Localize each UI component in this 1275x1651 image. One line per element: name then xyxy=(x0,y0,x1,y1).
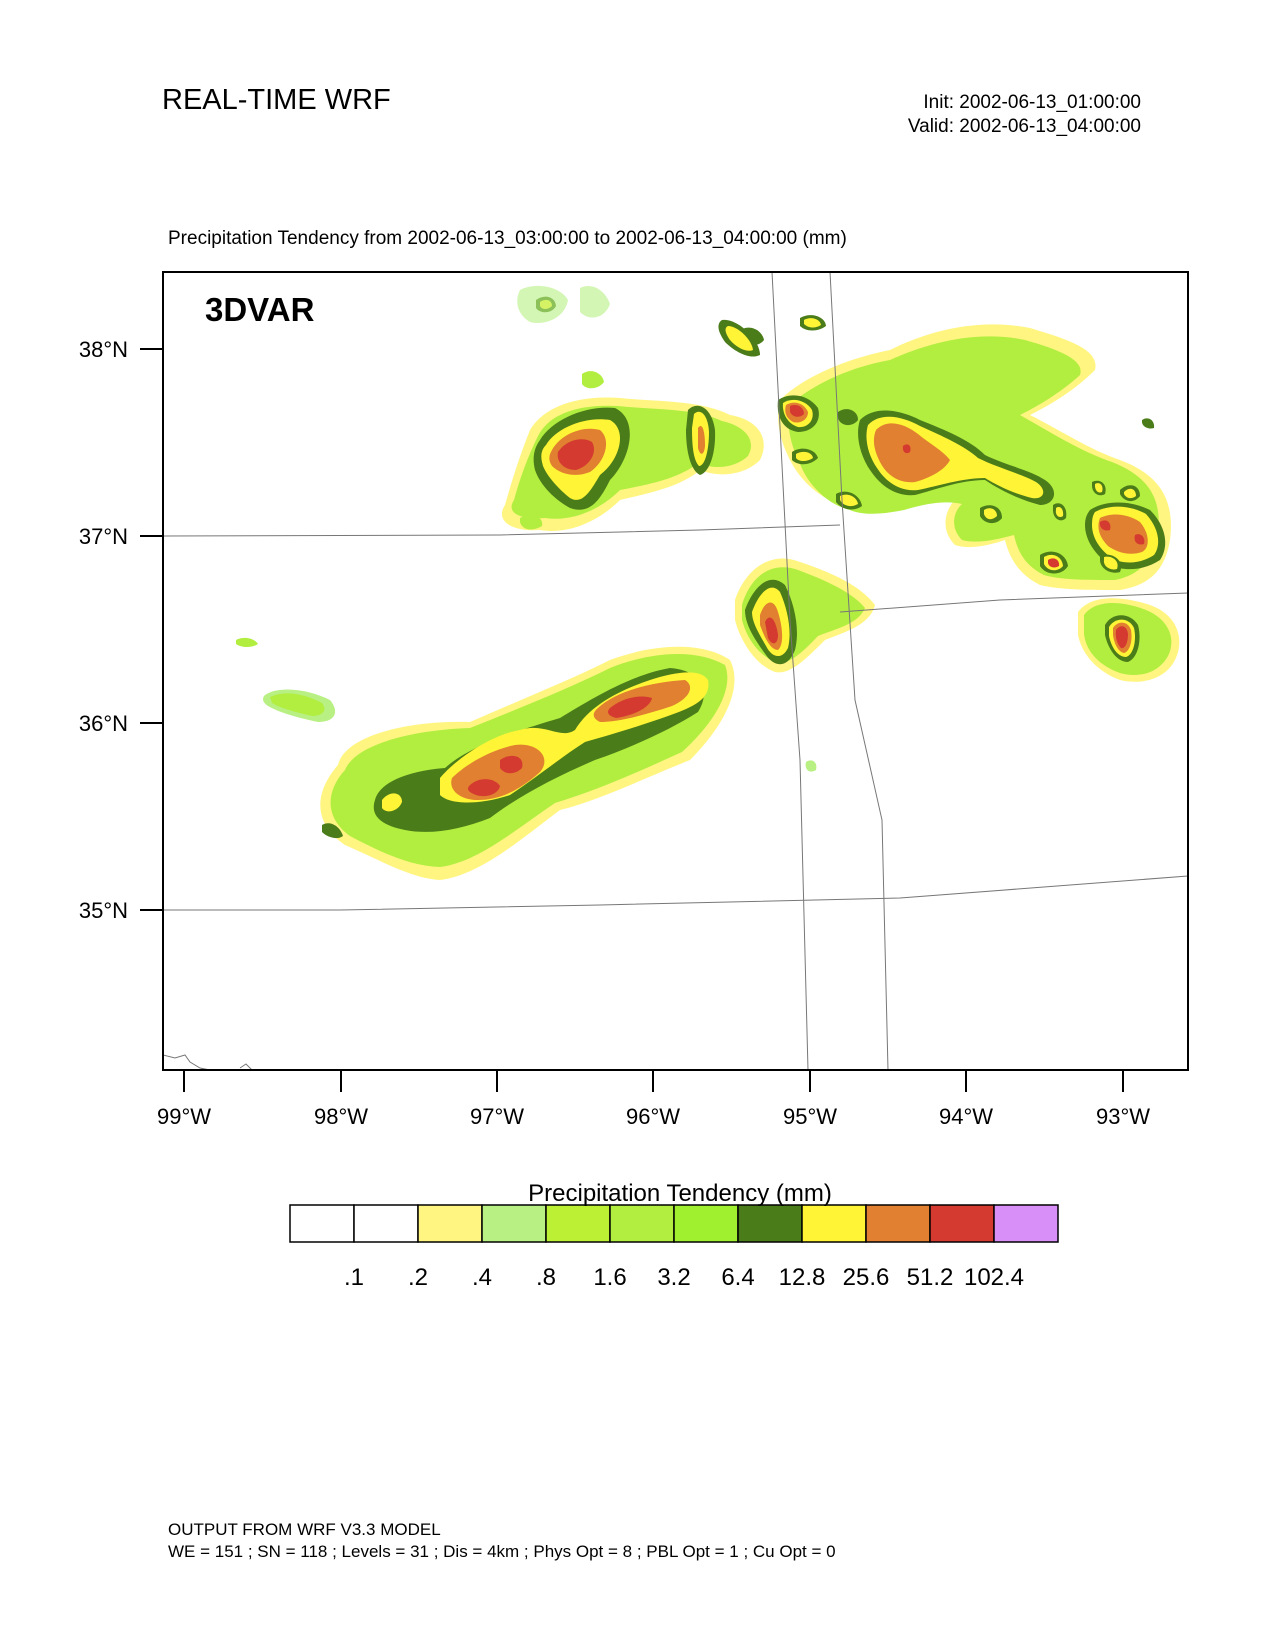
legend-color-box xyxy=(801,1204,867,1243)
legend-title: Precipitation Tendency (mm) xyxy=(528,1180,832,1207)
legend-color-box xyxy=(993,1204,1059,1243)
precip-cell-sw-band xyxy=(320,646,735,880)
lat-label: 37°N xyxy=(79,524,128,549)
legend-color-box xyxy=(737,1204,803,1243)
state-boundaries xyxy=(163,272,1188,1070)
precip-cell-north-west xyxy=(501,285,764,531)
precip-cell-west-small xyxy=(236,637,336,722)
precip-field xyxy=(236,285,1180,880)
legend-label: 3.2 xyxy=(657,1264,690,1291)
lon-label: 96°W xyxy=(626,1104,680,1129)
plot-subtitle: Precipitation Tendency from 2002-06-13_0… xyxy=(168,228,847,249)
legend-label: 25.6 xyxy=(843,1264,890,1291)
legend-color-box xyxy=(545,1204,611,1243)
lat-label: 36°N xyxy=(79,711,128,736)
lat-label: 38°N xyxy=(79,337,128,362)
lon-ticks xyxy=(183,1070,1124,1092)
lon-label: 97°W xyxy=(470,1104,524,1129)
lat-ticks xyxy=(140,348,163,911)
map-frame xyxy=(162,271,1189,1071)
legend-label: 51.2 xyxy=(907,1264,954,1291)
footer-model: OUTPUT FROM WRF V3.3 MODEL xyxy=(168,1520,441,1539)
legend-color-box xyxy=(865,1204,931,1243)
legend-label: 6.4 xyxy=(721,1264,754,1291)
precip-cell-north-east xyxy=(718,315,1171,590)
legend-label: .2 xyxy=(408,1264,428,1291)
legend-labels: .1 .2 .4 .8 1.6 3.2 6.4 12.8 25.6 51.2 102.4 xyxy=(344,1264,1024,1291)
legend-color-box xyxy=(609,1204,675,1243)
legend-color-box xyxy=(417,1204,483,1243)
init-time: Init: 2002-06-13_01:00:00 xyxy=(923,92,1141,113)
legend-label: .4 xyxy=(472,1264,492,1291)
lon-label: 98°W xyxy=(314,1104,368,1129)
lon-label: 94°W xyxy=(939,1104,993,1129)
lon-label: 99°W xyxy=(157,1104,211,1129)
legend-color-box xyxy=(929,1204,995,1243)
precip-cell-south-east xyxy=(1078,598,1180,682)
legend-label: 12.8 xyxy=(779,1264,826,1291)
legend-colorbar xyxy=(289,1204,1059,1243)
valid-time: Valid: 2002-06-13_04:00:00 xyxy=(907,116,1141,137)
precip-cell-central xyxy=(735,558,875,772)
main-title: REAL-TIME WRF xyxy=(162,84,391,116)
footer-config: WE = 151 ; SN = 118 ; Levels = 31 ; Dis … xyxy=(168,1542,836,1561)
legend-label: .1 xyxy=(344,1264,364,1291)
legend-color-box xyxy=(673,1204,739,1243)
legend-label: 1.6 xyxy=(593,1264,626,1291)
lon-label: 95°W xyxy=(783,1104,837,1129)
legend-label: 102.4 xyxy=(964,1264,1024,1291)
legend-color-box xyxy=(481,1204,547,1243)
lat-label: 35°N xyxy=(79,898,128,923)
legend-color-box xyxy=(353,1204,419,1243)
legend-color-box xyxy=(289,1204,355,1243)
legend-label: .8 xyxy=(536,1264,556,1291)
lon-label: 93°W xyxy=(1096,1104,1150,1129)
panel-label: 3DVAR xyxy=(205,291,315,328)
